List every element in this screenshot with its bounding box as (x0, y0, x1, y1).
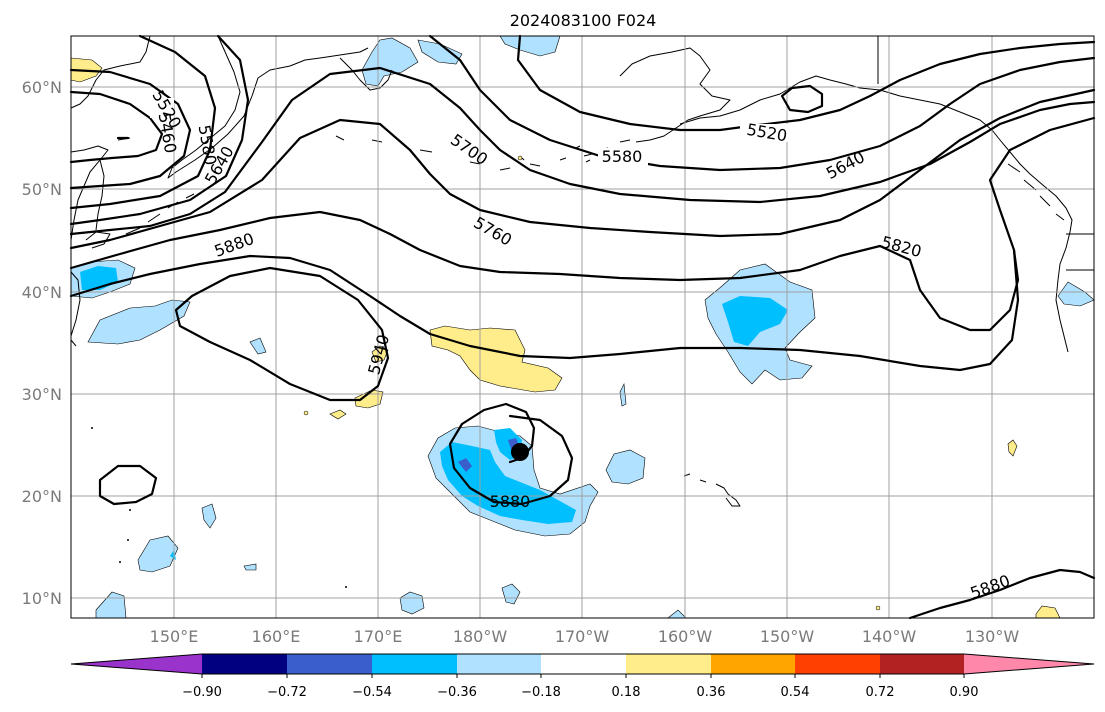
small-markers (91, 155, 881, 611)
contour-5640 (69, 88, 1096, 250)
colorbar-label-m036: −0.36 (437, 685, 477, 700)
anomaly-negative-small1 (605, 449, 646, 485)
lat-label-60n: 60°N (22, 78, 62, 97)
coastline-alaska-peninsula (679, 75, 861, 125)
longitude-labels: 150°E 160°E 170°E 180°W 170°W 160°W 150°… (150, 627, 1020, 646)
contour-label-5580: 5580 (602, 147, 643, 166)
colorbar-segment-9 (880, 654, 964, 674)
colorbar-segment-1 (202, 654, 287, 674)
anomaly-negative-n1 (361, 37, 419, 87)
colorbar-label-p072: 0.72 (866, 685, 895, 700)
small-dot (517, 155, 523, 161)
anomaly-negative-small5 (249, 337, 267, 355)
small-dot (875, 605, 881, 611)
coastline-alaska-west (619, 47, 731, 143)
lon-label-180w: 180°W (453, 627, 508, 646)
lon-label-150e: 150°E (150, 627, 199, 646)
colorbar-segment-8 (795, 654, 880, 674)
contour-5580 (428, 34, 1096, 172)
anomaly-negative-storm-deep2 (458, 458, 472, 472)
colorbar-segment-2 (287, 654, 372, 674)
coastline-hokkaido (85, 231, 111, 249)
anomaly-negative-small3 (201, 503, 217, 529)
contour-alaska-low (780, 84, 824, 114)
coastline-bc-islands (1007, 163, 1065, 221)
contour-5700-west (69, 66, 1096, 236)
contour-5940 (174, 266, 390, 402)
anomaly-negative-small4 (243, 563, 257, 571)
anomaly-negative-east-core (722, 296, 788, 346)
height-contours (69, 34, 1096, 620)
contour-nw-low-2 (69, 68, 192, 190)
colorbar-label-p036: 0.36 (697, 685, 726, 700)
coastline-japan (70, 271, 81, 347)
coastline-chukotka (339, 57, 393, 91)
anomaly-positive-small3 (371, 345, 389, 363)
coastline-sea-okhotsk (70, 145, 109, 241)
anomaly-positive-small2 (329, 409, 347, 420)
colorbar-label-m018: −0.18 (521, 685, 561, 700)
storm-center-marker (511, 443, 529, 461)
colorbar-label-p018: 0.18 (612, 685, 641, 700)
colorbar-segment-10 (964, 654, 1094, 674)
contour-nw-low-3 (69, 34, 217, 210)
contour-5520-alaska (516, 34, 1096, 132)
anomaly-negative-storm-core (440, 442, 576, 524)
coastline-us-border (1066, 233, 1094, 271)
colorbar-label-m054: −0.54 (352, 685, 392, 700)
anomaly-negative-w (87, 299, 191, 345)
coastline-alaska-gulf (859, 87, 1073, 353)
small-dot (303, 410, 309, 416)
shaded-anomalies (70, 35, 1095, 619)
lon-label-130w: 130°W (965, 627, 1020, 646)
lon-label-160w: 160°W (658, 627, 713, 646)
contour-5880-south (908, 568, 1096, 620)
lat-label-50n: 50°N (22, 180, 62, 199)
contour-label-5880-storm: 5880 (490, 492, 531, 511)
small-dot (119, 561, 121, 563)
colorbar-segment-3 (372, 654, 457, 674)
contour-5880-storm (448, 402, 574, 506)
coastline-asia-north (70, 35, 151, 109)
contour-5880-west-island (98, 464, 158, 506)
colorbar-segment-6 (626, 654, 711, 674)
contour-5880-upper (878, 244, 1020, 332)
anomaly-positive-central (429, 325, 563, 393)
colorbar: −0.90 −0.72 −0.54 −0.36 −0.18 0.18 0.36 … (70, 653, 1095, 700)
colorbar-segment-7 (711, 654, 795, 674)
lat-label-10n: 10°N (22, 589, 62, 608)
map-frame (70, 35, 1095, 619)
colorbar-segment-5 (541, 654, 626, 674)
lon-label-160e: 160°E (252, 627, 301, 646)
coastline-kamchatka (167, 35, 369, 179)
colorbar-label-m072: −0.72 (267, 685, 307, 700)
contour-5640-west (69, 34, 250, 226)
contour-nw-low-1 (69, 90, 164, 164)
lon-label-170w: 170°W (555, 627, 610, 646)
contour-5820 (69, 116, 1096, 372)
lon-label-140w: 140°W (862, 627, 917, 646)
lon-label-170e: 170°E (354, 627, 403, 646)
lat-label-30n: 30°N (22, 385, 62, 404)
colorbar-label-m090: −0.90 (182, 685, 222, 700)
coastline-kurils (125, 193, 195, 235)
contour-5760 (69, 210, 882, 282)
latitude-labels: 60°N 50°N 40°N 30°N 20°N 10°N (22, 78, 62, 608)
lat-label-20n: 20°N (22, 487, 62, 506)
small-dot (127, 539, 129, 541)
anomaly-positive-se (1035, 605, 1061, 619)
colorbar-segment-0 (71, 654, 202, 674)
map-title: 2024083100 F024 (510, 11, 657, 30)
colorbar-segment-4 (457, 654, 541, 674)
small-dot (129, 509, 131, 511)
colorbar-label-p090: 0.90 (950, 685, 979, 700)
small-dot (91, 427, 93, 429)
anomaly-negative-small9 (619, 382, 627, 407)
colorbar-label-p054: 0.54 (781, 685, 810, 700)
anomaly-positive-e1 (1007, 439, 1018, 457)
lon-label-150w: 150°W (760, 627, 815, 646)
lat-label-40n: 40°N (22, 283, 62, 302)
small-dot (345, 586, 347, 588)
